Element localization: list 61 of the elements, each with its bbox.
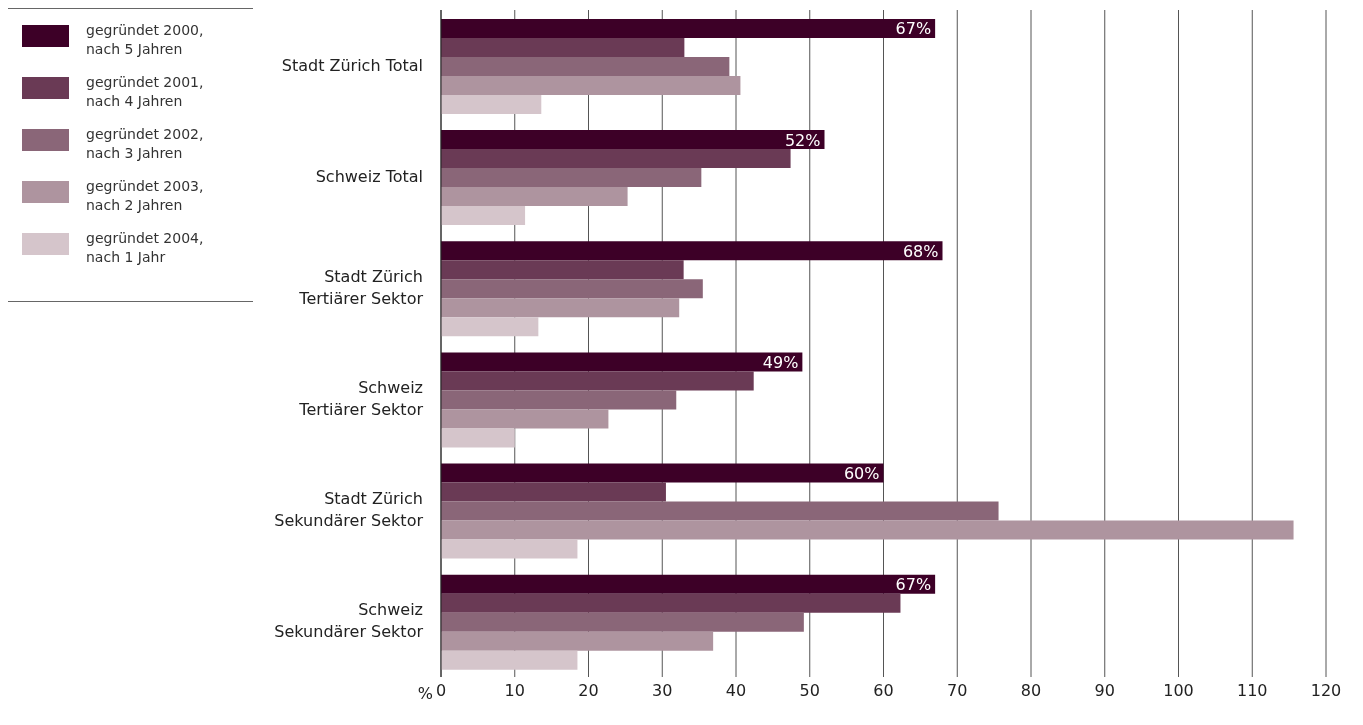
bar — [441, 520, 1294, 540]
legend-label: gegründet 2002, nach 3 Jahren — [86, 125, 204, 163]
bar — [441, 317, 539, 337]
bar — [441, 298, 680, 318]
bar — [441, 352, 803, 372]
data-label: 68% — [902, 241, 939, 261]
legend-label: gegründet 2000, nach 5 Jahren — [86, 21, 204, 59]
bar — [441, 56, 730, 76]
x-tick-label: 10 — [504, 681, 525, 701]
bar — [441, 206, 526, 226]
y-tick-label: Schweiz Tertiärer Sektor — [298, 378, 424, 420]
bar — [441, 650, 578, 670]
bar — [441, 149, 791, 169]
bar — [441, 593, 901, 613]
x-tick-label: 100 — [1163, 681, 1194, 701]
bar — [441, 18, 936, 38]
data-label: 67% — [895, 19, 932, 39]
x-tick-label: 50 — [799, 681, 820, 701]
bar — [441, 482, 666, 502]
y-tick-label: Schweiz Total — [315, 166, 423, 186]
bar — [441, 501, 999, 521]
x-tick-label: 70 — [947, 681, 968, 701]
bar — [441, 390, 677, 410]
x-tick-label: 0 — [435, 681, 447, 701]
legend-label: gegründet 2001, nach 4 Jahren — [86, 73, 204, 111]
bar — [441, 75, 741, 95]
x-tick-label: 80 — [1020, 681, 1042, 701]
bar — [441, 539, 578, 559]
bar — [441, 612, 804, 632]
bar — [441, 241, 943, 261]
data-label: 60% — [843, 464, 880, 484]
y-tick-label: Schweiz Sekundärer Sektor — [274, 600, 424, 642]
bar — [441, 187, 628, 207]
bar — [441, 428, 515, 448]
data-label: 67% — [895, 575, 932, 595]
x-tick-label: 30 — [652, 681, 673, 701]
y-tick-label: Stadt Zürich Tertiärer Sektor — [298, 266, 424, 308]
y-tick-label: Stadt Zürich Total — [281, 55, 423, 75]
bar — [441, 260, 684, 280]
y-tick-label: Stadt Zürich Sekundärer Sektor — [274, 489, 424, 531]
x-tick-label: 60 — [873, 681, 894, 701]
bar — [441, 168, 702, 188]
x-tick-label: 120 — [1310, 681, 1342, 701]
bar — [441, 37, 685, 57]
x-axis-title: % — [417, 684, 433, 703]
bar — [441, 631, 714, 651]
bar — [441, 371, 754, 391]
bar — [441, 130, 825, 150]
bar — [441, 574, 936, 594]
x-tick-label: 90 — [1094, 681, 1115, 701]
bar — [441, 463, 884, 483]
x-tick-label: 110 — [1236, 681, 1268, 701]
legend-label: gegründet 2004, nach 1 Jahr — [86, 229, 204, 267]
bar — [441, 409, 609, 429]
data-label: 49% — [762, 352, 799, 372]
bar — [441, 94, 542, 114]
data-label: 52% — [784, 130, 821, 150]
x-tick-label: 20 — [578, 681, 599, 701]
bar — [441, 279, 703, 299]
x-tick-label: 40 — [725, 681, 747, 701]
legend-label: gegründet 2003, nach 2 Jahren — [86, 177, 204, 215]
